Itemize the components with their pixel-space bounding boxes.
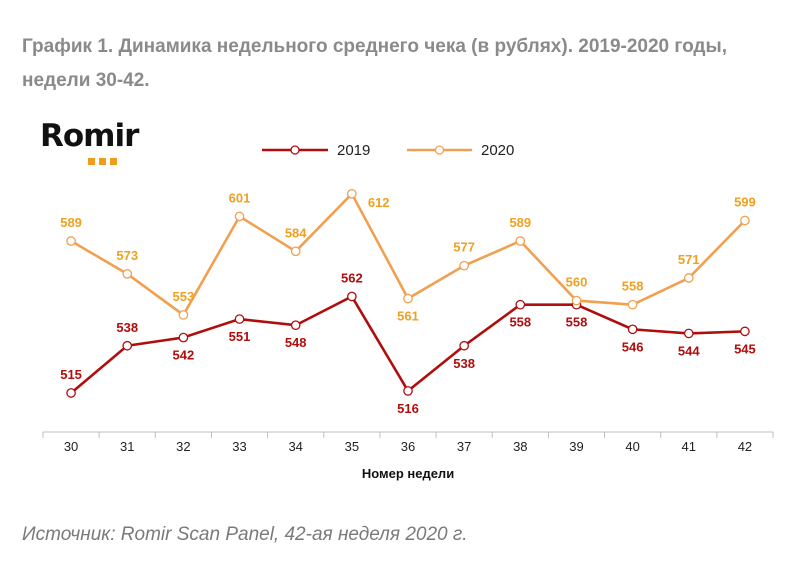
data-point-2020 bbox=[66, 236, 76, 246]
data-label-2019: 546 bbox=[622, 339, 644, 354]
data-label-2020: 601 bbox=[229, 190, 251, 205]
data-point-2019 bbox=[66, 388, 76, 398]
data-point-2019 bbox=[683, 328, 694, 339]
source-note: Источник: Romir Scan Panel, 42-ая неделя… bbox=[22, 524, 468, 545]
data-point-2019 bbox=[346, 291, 357, 302]
logo-text: Romir bbox=[40, 118, 139, 154]
x-axis-title: Номер недели bbox=[362, 466, 454, 481]
data-label-2019: 516 bbox=[397, 401, 419, 416]
data-label-2020: 561 bbox=[397, 309, 419, 324]
data-label-2019: 562 bbox=[341, 270, 363, 285]
data-label-2019: 542 bbox=[173, 348, 195, 363]
data-label-2019: 544 bbox=[678, 343, 700, 358]
data-point-2019 bbox=[740, 326, 750, 337]
x-tick-label: 35 bbox=[345, 439, 359, 454]
data-point-2020 bbox=[290, 246, 301, 257]
x-tick-label: 41 bbox=[682, 439, 696, 454]
x-tick-label: 34 bbox=[288, 439, 302, 454]
logo-dots bbox=[88, 152, 128, 165]
data-point-2019 bbox=[627, 324, 638, 335]
x-tick-label: 38 bbox=[513, 439, 527, 454]
data-point-2020 bbox=[234, 211, 245, 222]
x-tick-label: 42 bbox=[738, 439, 752, 454]
data-point-2019 bbox=[459, 340, 470, 351]
data-point-2020 bbox=[740, 215, 750, 226]
data-point-2020 bbox=[459, 260, 470, 271]
data-label-2020: 571 bbox=[678, 252, 700, 267]
data-label-2020: 560 bbox=[566, 275, 588, 290]
data-label-2020: 584 bbox=[285, 225, 307, 240]
data-label-2020: 589 bbox=[509, 215, 531, 230]
logo-dot bbox=[99, 158, 106, 165]
logo-dot bbox=[110, 158, 117, 165]
data-point-2019 bbox=[234, 314, 245, 324]
data-point-2020 bbox=[403, 293, 413, 304]
data-point-2020 bbox=[515, 236, 526, 246]
data-label-2019: 538 bbox=[453, 356, 475, 371]
data-label-2019: 558 bbox=[509, 315, 531, 330]
legend-marker-2020 bbox=[434, 145, 445, 155]
logo-dot bbox=[88, 158, 95, 165]
x-tick-label: 36 bbox=[401, 439, 415, 454]
data-point-2019 bbox=[290, 320, 301, 331]
legend-label-2020: 2020 bbox=[481, 142, 514, 159]
x-tick-label: 39 bbox=[569, 439, 583, 454]
chart-title: График 1. Динамика недельного среднего ч… bbox=[22, 36, 727, 91]
data-point-2020 bbox=[122, 269, 133, 279]
data-point-2020 bbox=[627, 299, 638, 310]
data-label-2020: 599 bbox=[734, 194, 756, 209]
x-tick-label: 33 bbox=[232, 439, 246, 454]
legend-marker-2019 bbox=[290, 145, 300, 155]
x-tick-label: 32 bbox=[176, 439, 190, 454]
data-point-2019 bbox=[178, 332, 189, 343]
data-point-2019 bbox=[515, 299, 526, 310]
data-label-2020: 589 bbox=[60, 215, 82, 230]
x-tick-label: 31 bbox=[120, 439, 134, 454]
data-label-2019: 558 bbox=[566, 315, 588, 330]
data-label-2020: 558 bbox=[622, 279, 644, 294]
data-point-2020 bbox=[571, 295, 582, 306]
data-label-2019: 548 bbox=[285, 335, 307, 350]
data-point-2020 bbox=[178, 310, 189, 320]
data-point-2020 bbox=[683, 273, 694, 283]
x-tick-label: 40 bbox=[625, 439, 639, 454]
data-point-2019 bbox=[403, 386, 413, 396]
data-point-2019 bbox=[122, 340, 133, 351]
data-label-2019: 551 bbox=[229, 329, 251, 344]
data-label-2020: 577 bbox=[453, 240, 475, 255]
x-tick-label: 37 bbox=[457, 439, 471, 454]
romir-logo: Romir bbox=[40, 118, 160, 165]
data-label-2019: 545 bbox=[734, 341, 756, 356]
data-label-2019: 538 bbox=[116, 320, 138, 335]
data-label-2020: 573 bbox=[116, 248, 138, 263]
x-tick-label: 30 bbox=[64, 439, 78, 454]
data-label-2019: 515 bbox=[60, 367, 82, 382]
data-point-2020 bbox=[346, 188, 357, 199]
data-label-2020: 612 bbox=[368, 195, 390, 210]
legend-label-2019: 2019 bbox=[337, 142, 370, 159]
data-label-2020: 553 bbox=[173, 289, 195, 304]
